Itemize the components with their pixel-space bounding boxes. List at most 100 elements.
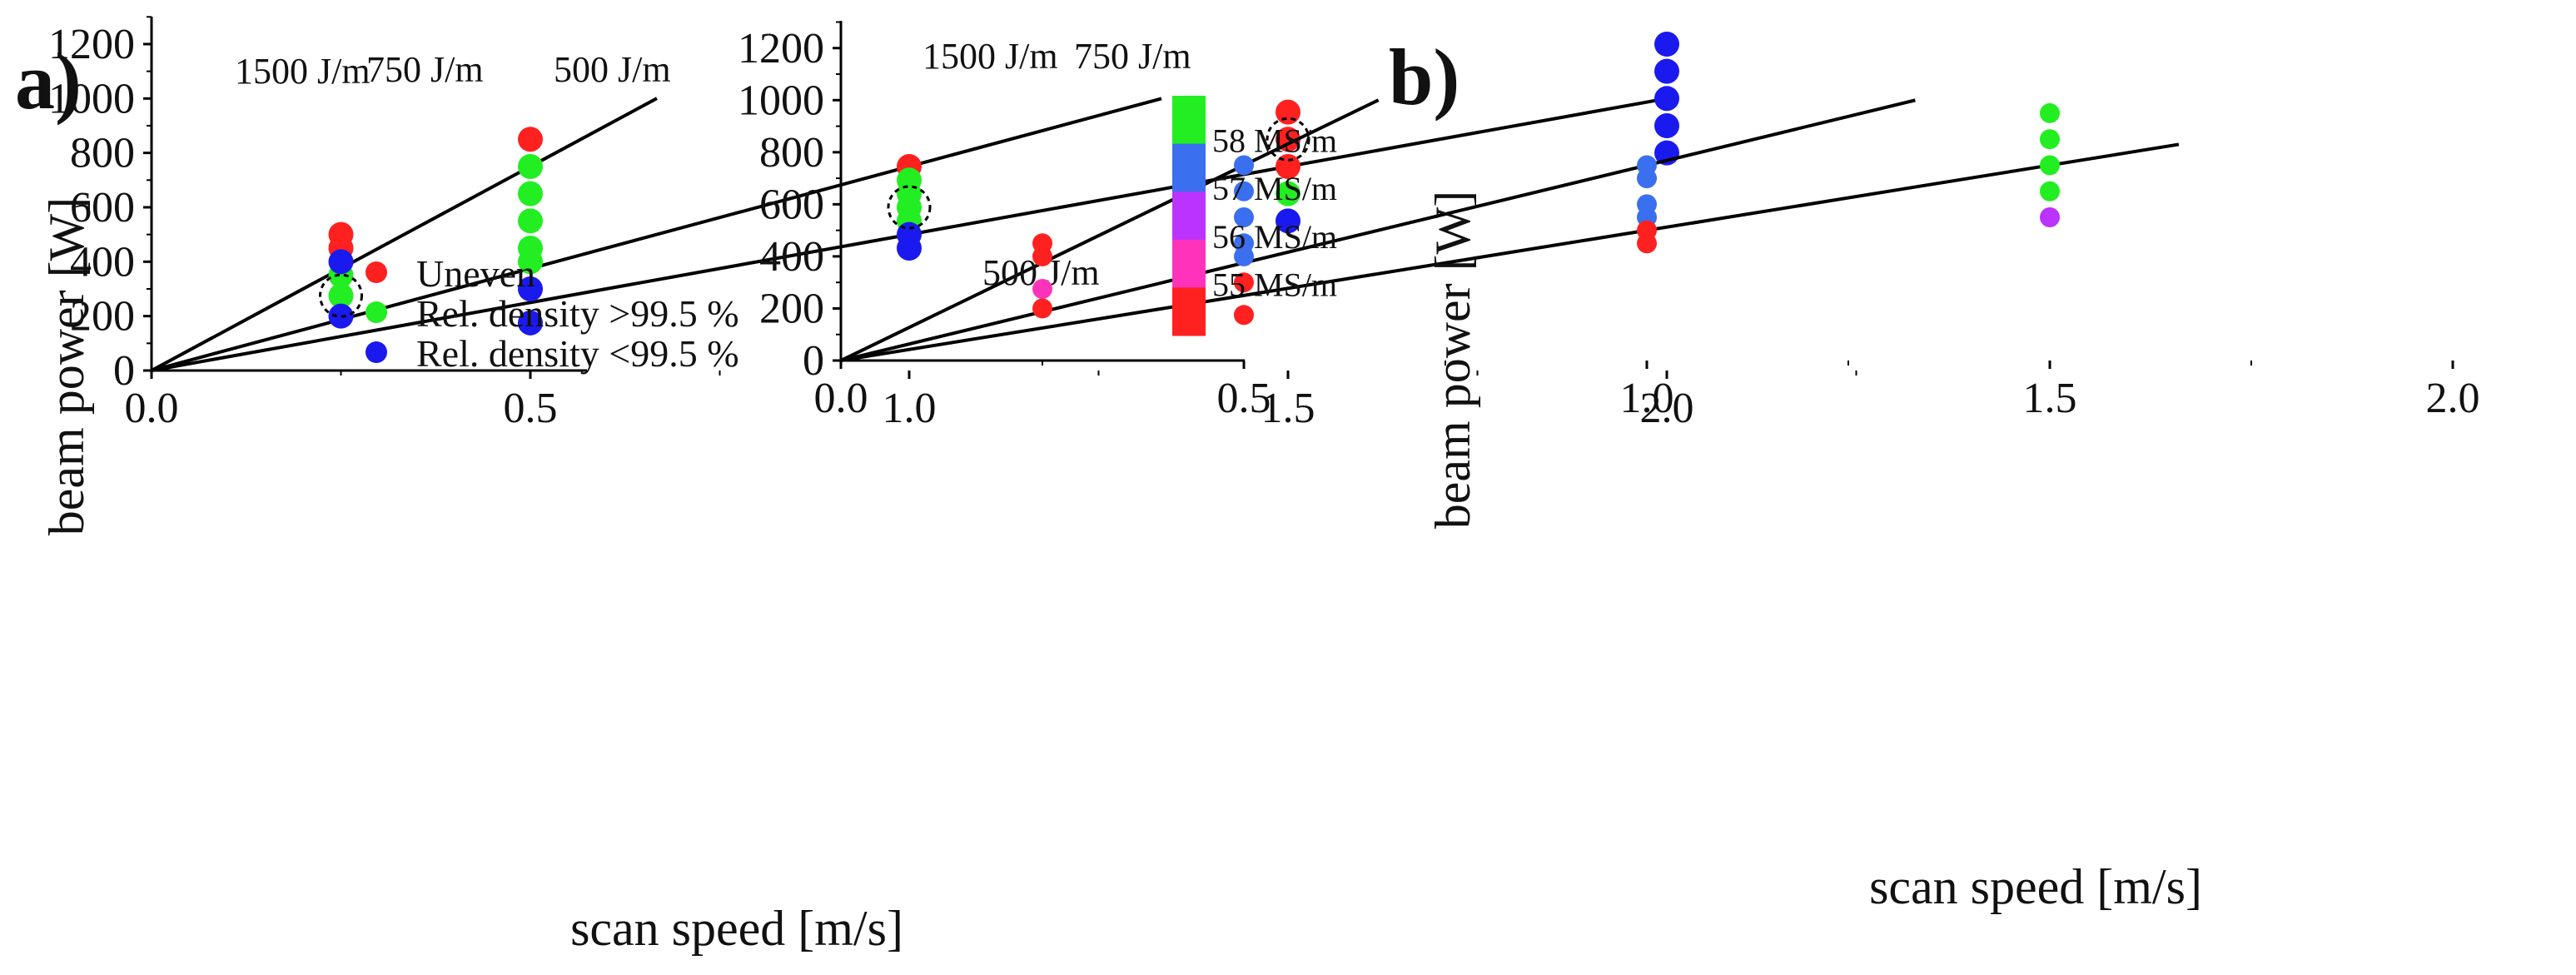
colorbar-label: 58 MS/m (1212, 122, 1337, 160)
data-point (1234, 207, 1254, 228)
colorbar-label: 55 MS/m (1212, 266, 1337, 303)
data-point (1234, 272, 1254, 293)
panel-b-ylabel: beam power [W] (1425, 191, 1480, 529)
x-tick-label: 2.0 (2426, 375, 2480, 422)
y-tick-label: 200 (759, 285, 824, 332)
y-tick-label: 0 (803, 337, 824, 385)
y-tick-label: 1200 (738, 25, 824, 72)
x-tick-label: 1.0 (883, 385, 937, 432)
y-tick-label: 0 (113, 347, 135, 395)
x-tick-label: 2.0 (1640, 385, 1694, 432)
data-point (1276, 181, 1300, 206)
legend-marker (366, 341, 387, 363)
data-point (518, 153, 543, 179)
panel-a-points (319, 31, 1679, 336)
panel-b-points (1032, 102, 2060, 326)
energy-line (151, 97, 1162, 372)
legend-marker (366, 301, 387, 323)
data-point (518, 249, 543, 275)
y-tick-label: 200 (70, 293, 135, 341)
data-point (1234, 155, 1254, 176)
x-tick-label: 0.0 (814, 375, 868, 422)
data-point (1276, 208, 1300, 234)
colorbar-segment (1172, 96, 1206, 145)
data-point (1276, 99, 1300, 125)
data-point (518, 127, 543, 152)
data-point (1654, 86, 1679, 112)
data-point (1032, 279, 1052, 300)
highlight-ring (887, 185, 932, 230)
data-point (518, 276, 543, 301)
energy-line-label: 750 J/m (1074, 36, 1191, 77)
x-tick-label: 1.5 (1261, 385, 1315, 432)
data-point (1654, 112, 1679, 138)
energy-line-label: 750 J/m (366, 49, 484, 90)
y-tick-label: 1200 (48, 21, 135, 68)
x-tick-label: 1.0 (1620, 375, 1674, 422)
x-tick-label: 0.5 (504, 385, 558, 432)
panel-a-xlabel: scan speed [m/s] (570, 901, 903, 956)
energy-line-label: 1500 J/m (235, 51, 370, 92)
data-point (1637, 168, 1657, 189)
data-point (1234, 181, 1254, 201)
y-tick-label: 600 (759, 181, 824, 228)
y-tick-label: 400 (70, 238, 135, 286)
panel-b-colorbar: 58 MS/m 57 MS/m 56 MS/m 55 MS/m (1172, 96, 1337, 336)
legend-label: Rel. density <99.5 % (416, 332, 739, 375)
data-point (2040, 102, 2060, 123)
data-point (328, 303, 354, 329)
highlight-ring (319, 273, 363, 318)
highlight-ring (1266, 117, 1310, 162)
data-point (1654, 31, 1679, 57)
data-point (518, 208, 543, 234)
energy-line (840, 98, 1380, 362)
x-tick-label: 0.5 (1217, 375, 1271, 422)
data-point (1032, 298, 1052, 319)
data-point (2040, 181, 2060, 201)
data-point (2040, 155, 2060, 176)
energy-line (151, 97, 658, 372)
x-tick-label: 0.0 (125, 385, 179, 432)
data-point (1032, 246, 1052, 266)
energy-line-label: 1500 J/m (922, 36, 1058, 77)
data-point (897, 235, 922, 261)
colorbar-label: 56 MS/m (1212, 218, 1337, 256)
data-point (1637, 233, 1657, 254)
panel-b-xlabel: scan speed [m/s] (1869, 859, 2202, 914)
legend-marker (366, 261, 387, 283)
y-tick-label: 1000 (48, 75, 135, 122)
panel-a-label: a) (15, 37, 82, 126)
colorbar-segment (1172, 143, 1206, 192)
x-tick-label: 1.5 (2023, 375, 2077, 422)
panel-b-label: b) (1389, 32, 1460, 122)
data-point (1234, 305, 1254, 326)
colorbar-segment (1172, 239, 1206, 288)
colorbar-segment (1172, 287, 1206, 336)
y-tick-label: 400 (759, 233, 824, 281)
colorbar-segment (1172, 192, 1206, 241)
legend-label: Rel. density >99.5 % (416, 292, 739, 335)
data-point (1654, 58, 1679, 84)
data-point (518, 181, 543, 206)
y-tick-label: 600 (70, 184, 135, 231)
data-point (1234, 246, 1254, 266)
panel-a-ylabel: beam power [W] (39, 197, 94, 535)
data-point (2040, 207, 2060, 228)
data-point (328, 283, 354, 309)
energy-line (840, 142, 2180, 362)
legend-label: Uneven (416, 252, 535, 295)
colorbar-label: 57 MS/m (1212, 170, 1337, 207)
y-tick-label: 800 (759, 129, 824, 177)
y-tick-label: 1000 (738, 77, 824, 124)
data-point (2040, 129, 2060, 150)
data-point (518, 310, 543, 336)
data-point (328, 249, 354, 275)
